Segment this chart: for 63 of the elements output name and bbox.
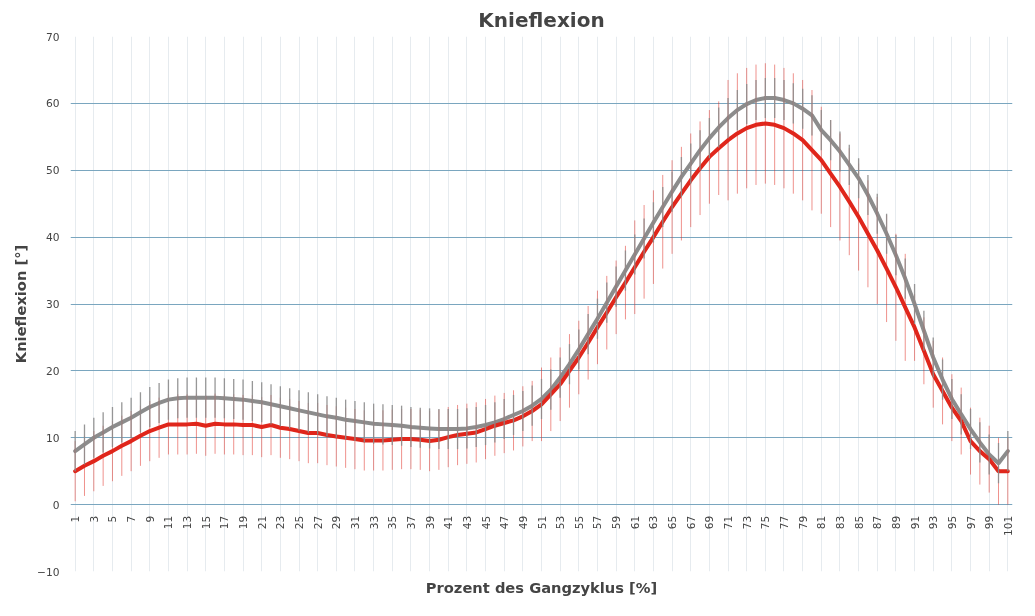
y-axis-title: Knieflexion [°] — [12, 244, 30, 364]
x-tick-label: 97 — [964, 515, 978, 530]
x-tick-label: 81 — [815, 515, 829, 530]
x-tick-label: 29 — [330, 515, 344, 530]
x-tick-label: 83 — [833, 515, 847, 530]
x-tick-label: 69 — [703, 515, 717, 530]
y-tick-label: 30 — [45, 298, 60, 311]
x-tick-label: 45 — [479, 515, 493, 530]
x-tick-label: 85 — [852, 515, 866, 530]
x-tick-label: 87 — [871, 515, 885, 530]
x-tick-label: 55 — [572, 515, 586, 530]
x-tick-label: 11 — [162, 515, 176, 530]
x-tick-label: 1 — [69, 515, 83, 523]
x-tick-label: 53 — [554, 515, 568, 530]
x-tick-label: 5 — [106, 515, 120, 523]
x-tick-label: 95 — [945, 515, 959, 530]
x-tick-label: 77 — [778, 515, 791, 530]
y-tick-label: 0 — [52, 498, 60, 512]
x-tick-label: 19 — [237, 515, 251, 530]
x-tick-label: 71 — [722, 515, 736, 530]
x-tick-label: 73 — [740, 515, 754, 530]
x-tick-label: 47 — [498, 515, 512, 530]
x-tick-label: 101 — [1001, 515, 1015, 536]
x-tick-label: 17 — [218, 515, 232, 530]
chart-title: Knieflexion — [478, 7, 605, 32]
x-tick-label: 43 — [460, 515, 474, 530]
x-tick-label: 37 — [404, 515, 418, 530]
y-tick-label: 70 — [45, 30, 60, 44]
x-tick-label: 49 — [516, 515, 530, 530]
x-tick-label: 93 — [927, 515, 941, 530]
y-tick-label: −10 — [37, 565, 60, 579]
x-tick-label: 25 — [293, 515, 306, 530]
x-tick-label: 51 — [535, 515, 549, 530]
x-tick-label: 75 — [759, 515, 773, 530]
x-tick-label: 57 — [591, 515, 605, 530]
x-tick-label: 35 — [386, 515, 400, 530]
y-tick-label: 50 — [45, 164, 60, 178]
x-tick-label: 39 — [423, 515, 437, 530]
x-tick-label: 21 — [255, 515, 269, 530]
x-tick-label: 33 — [367, 515, 381, 530]
x-tick-label: 63 — [647, 515, 661, 530]
y-tick-label: 60 — [45, 97, 60, 111]
x-tick-label: 65 — [666, 515, 680, 530]
x-tick-label: 3 — [87, 515, 101, 523]
y-tick-label: 40 — [45, 231, 60, 245]
x-tick-label: 9 — [143, 515, 157, 523]
x-tick-label: 31 — [348, 515, 362, 530]
x-tick-label: 99 — [983, 515, 997, 530]
x-tick-label: 61 — [628, 515, 642, 530]
x-tick-label: 13 — [181, 515, 195, 530]
x-tick-label: 89 — [889, 515, 903, 530]
x-tick-label: 27 — [311, 515, 325, 530]
x-tick-label: 67 — [684, 515, 698, 530]
x-axis-title: Prozent des Gangzyklus [%] — [425, 578, 658, 596]
x-tick-label: 7 — [125, 515, 139, 523]
x-tick-label: 15 — [199, 515, 213, 530]
y-tick-label: 20 — [45, 364, 60, 378]
y-tick-label: 10 — [45, 431, 60, 445]
x-tick-label: 91 — [908, 515, 922, 530]
x-tick-label: 59 — [610, 515, 624, 530]
x-tick-label: 23 — [274, 515, 288, 530]
x-tick-label: 41 — [442, 515, 456, 530]
x-tick-label: 79 — [796, 515, 810, 530]
